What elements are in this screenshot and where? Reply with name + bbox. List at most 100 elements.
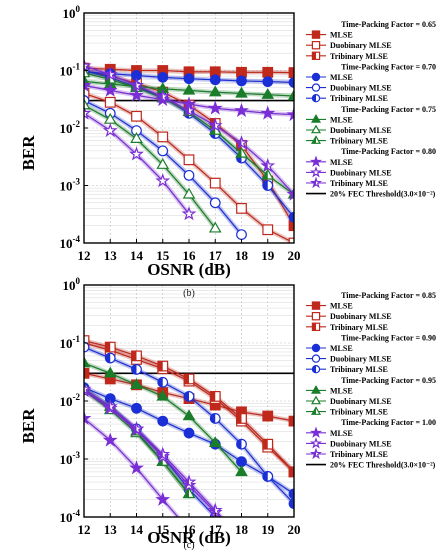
legend-group-title: Time-Packing Factor = 0.90 (341, 333, 436, 342)
x-tick-label: 14 (130, 248, 144, 263)
data-point (209, 197, 221, 209)
series-triangle-none (84, 98, 222, 233)
y-tick-label: 100 (63, 276, 81, 293)
data-point (157, 71, 169, 83)
data-point (102, 432, 118, 447)
data-point (288, 498, 294, 510)
x-tick-label: 12 (78, 248, 91, 263)
data-point (131, 364, 142, 375)
series-circle-half (84, 341, 294, 510)
data-point (234, 102, 249, 118)
legend-marker (309, 437, 323, 449)
data-point (288, 67, 294, 78)
data-point (260, 105, 276, 120)
data-point (207, 100, 223, 115)
legend-entry: Duobinary MLSE (330, 312, 392, 321)
legend-group-title: Time-Packing Factor = 0.95 (341, 376, 436, 385)
data-point (182, 487, 196, 499)
legend-marker (311, 343, 321, 353)
data-point (287, 89, 294, 101)
legend-group-title: Time-Packing Factor = 0.75 (341, 105, 436, 114)
data-point (209, 391, 221, 402)
data-point (183, 73, 195, 85)
x-tick-label: 16 (183, 522, 197, 537)
data-point (236, 75, 247, 87)
series-glow (84, 387, 217, 517)
x-tick-label: 20 (288, 248, 301, 263)
legend-entry: Tribinary MLSE (330, 179, 388, 188)
legend-marker (311, 354, 321, 363)
x-tick-label: 17 (209, 248, 223, 263)
data-point (102, 66, 118, 81)
x-tick-label: 14 (130, 522, 144, 537)
legend-marker (309, 447, 323, 460)
data-point (288, 77, 294, 88)
data-point (235, 86, 248, 98)
data-point (157, 360, 169, 372)
data-point (103, 366, 117, 378)
data-point (209, 413, 221, 424)
x-tick-label: 17 (209, 522, 223, 537)
data-point (207, 117, 223, 132)
data-point (84, 87, 90, 99)
series-star-none (84, 105, 197, 221)
y-tick-label: 10-3 (60, 177, 81, 194)
legend-marker (309, 155, 323, 167)
legend-group-title: Time-Packing Factor = 0.80 (341, 147, 436, 156)
data-point (157, 145, 169, 157)
x-tick-label: 15 (156, 248, 170, 263)
legend-entry: Duobinary MLSE (330, 397, 392, 406)
legend-marker (309, 426, 323, 438)
legend-entry: Duobinary MLSE (330, 41, 392, 50)
legend-threshold-label: 20% FEC Threshold(3.0×10⁻²) (330, 190, 436, 199)
legend-marker (311, 72, 321, 82)
legend-marker (311, 51, 321, 61)
data-point (84, 105, 92, 120)
legend-entry: Tribinary MLSE (330, 137, 388, 146)
data-point (181, 206, 197, 221)
data-point (183, 373, 195, 385)
data-point (288, 415, 294, 427)
series-triangle-full (84, 356, 248, 477)
data-point (181, 474, 197, 489)
data-point (182, 83, 196, 95)
x-tick-label: 20 (288, 522, 301, 537)
x-tick-label: 15 (156, 522, 170, 537)
legend-entry: MLSE (330, 429, 353, 438)
data-point (104, 341, 116, 353)
x-axis-label: OSNR (dB) (147, 528, 231, 547)
data-point (234, 135, 249, 150)
data-point (183, 427, 195, 439)
legend-entry: Tribinary MLSE (330, 365, 388, 374)
x-tick-label: 13 (104, 248, 118, 263)
legend-marker (309, 166, 323, 178)
y-tick-label: 10-2 (60, 119, 81, 136)
data-point (235, 465, 248, 477)
legend-marker (310, 135, 322, 144)
x-tick-label: 18 (235, 248, 249, 263)
chart-panel-c: 12 13 14 15 16 17 18 19 20 100 10-1 10-2 10-3 10-4 OSN… (19, 276, 436, 550)
y-tick-label: 10-3 (60, 450, 81, 467)
series-star-half (84, 58, 294, 201)
data-point (182, 187, 196, 199)
data-point (262, 438, 274, 450)
data-point (157, 131, 169, 143)
legend-marker (311, 93, 321, 103)
legend-group-title: Time-Packing Factor = 1.00 (341, 418, 436, 427)
legend-marker (311, 83, 321, 92)
data-point (261, 87, 275, 99)
data-point (129, 87, 144, 102)
data-point (156, 389, 170, 401)
data-point (288, 211, 294, 223)
legend-marker (310, 124, 322, 134)
data-point (130, 378, 143, 390)
data-point (102, 398, 118, 413)
legend-entry: Tribinary MLSE (330, 94, 388, 103)
data-point (131, 350, 142, 362)
data-point (262, 410, 274, 422)
x-tick-label: 16 (183, 248, 197, 263)
y-tick-label: 10-1 (60, 334, 81, 351)
x-axis-label: OSNR (dB) (147, 260, 231, 279)
data-point (183, 169, 195, 181)
